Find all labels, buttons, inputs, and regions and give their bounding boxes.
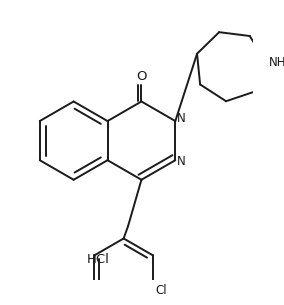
Text: N: N [177, 112, 186, 125]
Text: O: O [136, 70, 147, 83]
Text: N: N [177, 155, 186, 167]
Text: HCl: HCl [87, 253, 110, 266]
Text: Cl: Cl [156, 285, 167, 297]
Text: NH: NH [269, 56, 284, 69]
